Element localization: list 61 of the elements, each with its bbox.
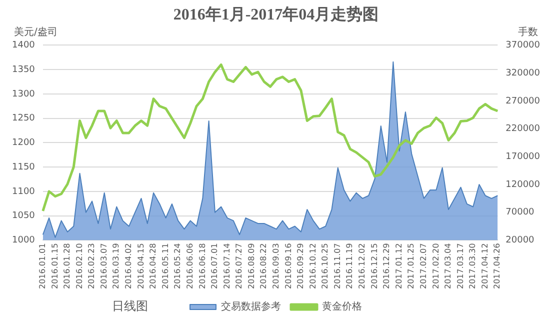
x-tick-label: 2017.04.12 (480, 243, 490, 290)
x-tick-label: 2016.06.18 (198, 243, 207, 290)
x-tick-label: 2016.10.12 (308, 243, 318, 290)
y-tick-label: 1400 (12, 40, 36, 51)
x-tick-label: 2016.03.07 (99, 243, 108, 290)
x-tick-label: 2016.12.15 (370, 243, 379, 290)
y2-tick-label: 270000 (506, 96, 540, 106)
x-tick-label: 2016.01.28 (62, 243, 72, 290)
x-tick-label: 2017.03.17 (456, 243, 465, 290)
y-tick-label: 1300 (12, 89, 36, 100)
x-tick-label: 2017.01.12 (394, 243, 404, 290)
x-tick-label: 2016.04.15 (136, 243, 146, 290)
y-tick-label: 1100 (12, 186, 36, 197)
y2-tick-label: 370000 (506, 40, 540, 51)
x-tick-label: 2016.12.29 (382, 243, 392, 290)
y-tick-label: 1150 (12, 162, 36, 172)
y-tick-label: 1250 (12, 114, 36, 124)
y2-tick-label: 70000 (506, 208, 535, 218)
x-tick-label: 2016.07.27 (234, 243, 244, 290)
x-tick-label: 2016.03.19 (112, 243, 121, 290)
x-tick-label: 2017.02.20 (431, 243, 440, 290)
x-tick-label: 2017.01.25 (406, 243, 416, 290)
x-tick-label: 2016.08.09 (246, 243, 256, 290)
chart-title: 2016年1月-2017年04月走势图 (173, 6, 379, 24)
x-tick-label: 2016.02.23 (87, 243, 96, 290)
x-tick-label: 2016.07.01 (210, 243, 220, 290)
x-tick-label: 2017.02.07 (418, 243, 428, 290)
y2-tick-label: 20000 (506, 236, 535, 246)
y-tick-label: 1350 (12, 64, 36, 75)
y2-tick-label: 120000 (506, 180, 540, 190)
x-tick-label: 2016.10.25 (320, 243, 330, 290)
x-tick-label: 2017.03.04 (444, 243, 453, 290)
legend-label: 黄金价格 (322, 300, 362, 313)
y-tick-label: 1050 (12, 211, 36, 222)
x-tick-label: 2016.08.22 (259, 243, 268, 290)
x-tick-label: 2016.11.19 (345, 243, 354, 290)
x-tick-label: 2016.09.03 (271, 243, 280, 290)
x-tick-label: 2016.07.14 (222, 243, 232, 290)
x-tick-label: 2016.12.02 (358, 243, 367, 290)
y-tick-label: 1000 (12, 236, 36, 246)
x-tick-label: 2017.04.26 (492, 243, 502, 290)
legend-label: 交易数据参考 (221, 300, 281, 313)
y-axis-title: 美元/盎司 (14, 26, 58, 38)
x-tick-label: 2016.05.24 (173, 243, 182, 290)
x-tick-label: 2016.05.11 (160, 243, 170, 290)
x-tick-label: 2016.04.28 (148, 243, 158, 290)
x-tick-label: 2016.01.15 (50, 243, 60, 290)
x-tick-label: 2016.06.06 (185, 243, 194, 290)
y2-tick-label: 170000 (506, 152, 540, 162)
x-tick-label: 2016.09.29 (296, 243, 306, 290)
y2-tick-label: 220000 (506, 124, 540, 134)
x-tick-label: 2016.01.01 (38, 243, 47, 290)
x-tick-label: 2016.02.10 (74, 243, 84, 290)
x-tick-label: 2017.03.30 (468, 243, 478, 290)
x-tick-label: 2016.04.02 (124, 243, 134, 290)
x-tick-label: 2016.09.16 (284, 243, 293, 290)
x-tick-label: 2016.11.07 (332, 243, 342, 290)
y2-tick-label: 320000 (506, 68, 540, 78)
text: 日线图 (112, 299, 148, 314)
y-tick-label: 1200 (12, 138, 36, 148)
y2-axis-title: 手数 (518, 26, 538, 38)
